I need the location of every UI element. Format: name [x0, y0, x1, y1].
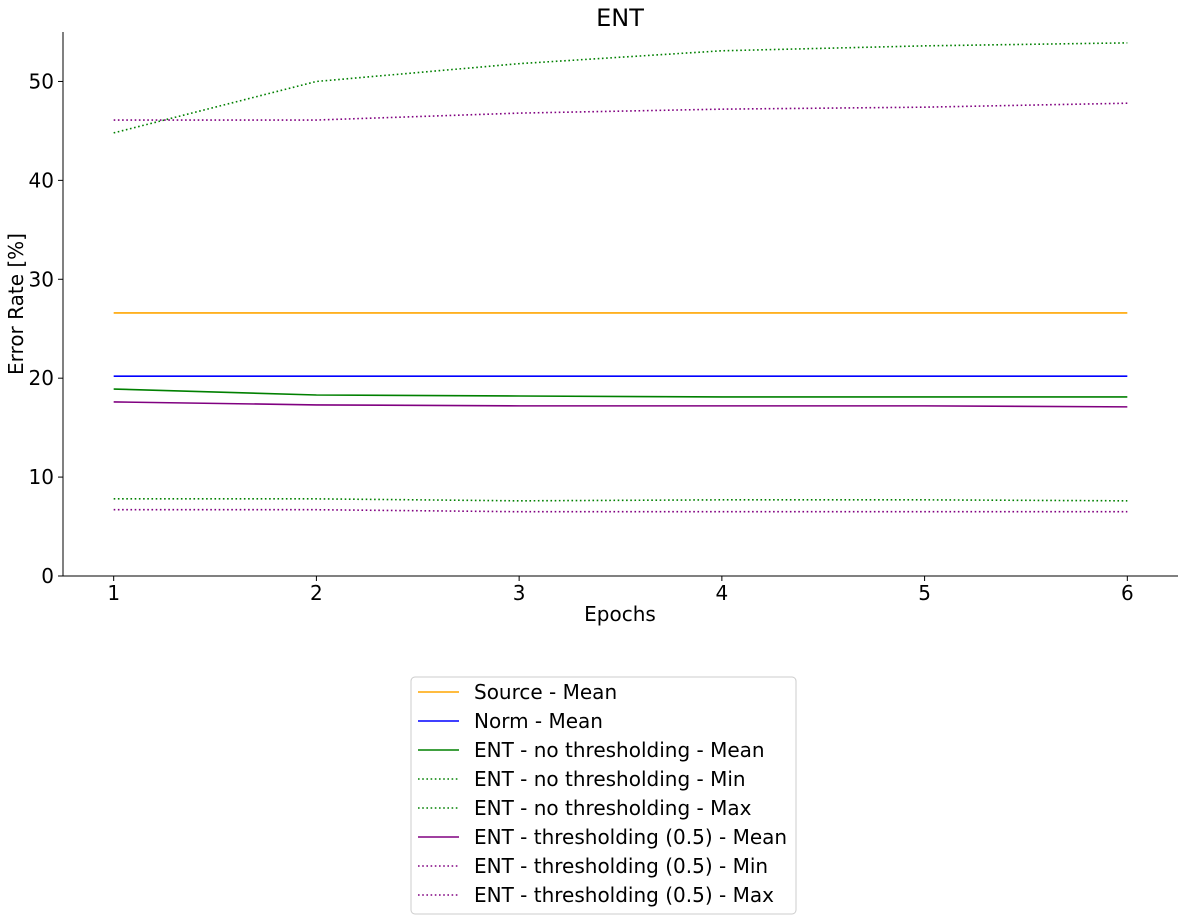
- y-tick-label: 20: [29, 366, 54, 390]
- legend-label: ENT - thresholding (0.5) - Mean: [474, 825, 787, 849]
- x-tick-label: 2: [310, 581, 323, 605]
- y-tick-label: 0: [41, 564, 54, 588]
- series-line-8: [113, 102, 1128, 121]
- x-axis-title: Epochs: [584, 602, 656, 626]
- x-tick-label: 3: [513, 581, 526, 605]
- x-tick-label: 1: [107, 581, 120, 605]
- series-line-3: [113, 388, 1128, 398]
- legend-label: ENT - thresholding (0.5) - Max: [474, 883, 774, 907]
- legend-label: ENT - thresholding (0.5) - Min: [474, 854, 768, 878]
- series-line-7: [113, 508, 1128, 513]
- y-axis-title: Error Rate [%]: [4, 233, 28, 375]
- chart-title: ENT: [596, 4, 644, 32]
- x-tick-label: 5: [918, 581, 931, 605]
- legend-label: Norm - Mean: [474, 709, 603, 733]
- legend-label: ENT - no thresholding - Mean: [474, 738, 765, 762]
- y-tick-label: 40: [29, 168, 54, 192]
- legend-box: [410, 676, 797, 915]
- series-line-4: [113, 498, 1128, 502]
- legend-label: ENT - no thresholding - Max: [474, 796, 752, 820]
- legend: Source - Mean Norm - Mean ENT - no thresho…: [410, 676, 797, 915]
- legend-label: Source - Mean: [474, 680, 617, 704]
- series-line-6: [113, 401, 1128, 408]
- series-layer: [113, 42, 1128, 513]
- y-tick-label: 30: [29, 267, 54, 291]
- x-tick-label: 4: [715, 581, 728, 605]
- axes: 1 2 3 4 5 6 0 10 20 30 40 50: [29, 32, 1178, 605]
- x-tick-label: 6: [1121, 581, 1134, 605]
- y-tick-label: 50: [29, 69, 54, 93]
- y-tick-label: 10: [29, 465, 54, 489]
- legend-label: ENT - no thresholding - Min: [474, 767, 746, 791]
